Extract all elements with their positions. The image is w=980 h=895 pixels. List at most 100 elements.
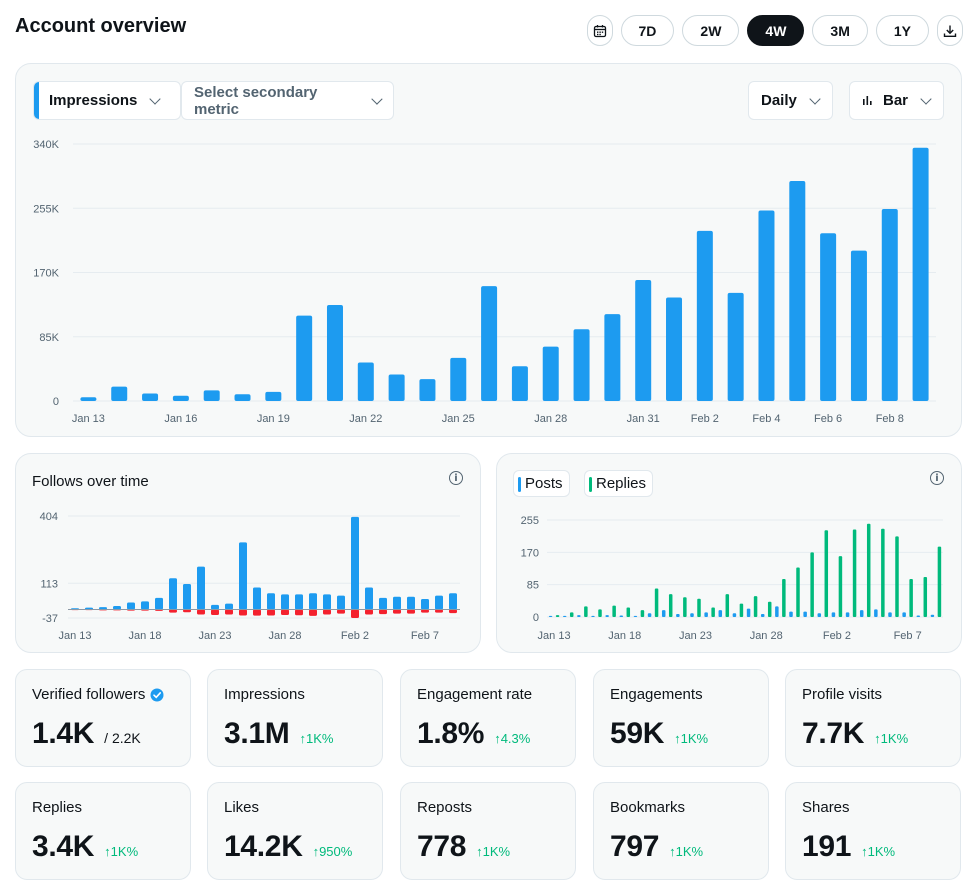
y-tick-label: 85 xyxy=(527,580,539,592)
x-tick-label: Jan 25 xyxy=(442,413,475,425)
info-icon[interactable]: i xyxy=(449,471,463,485)
secondary-metric-select[interactable]: Select secondary metric xyxy=(181,81,394,120)
stat-change: ↑1K% xyxy=(674,731,708,746)
impressions-bar xyxy=(727,292,744,401)
stat-card-engagement-rate[interactable]: Engagement rate 1.8% ↑4.3% xyxy=(400,669,576,767)
y-tick-label: 255 xyxy=(521,515,539,527)
stat-card-likes[interactable]: Likes 14.2K ↑950% xyxy=(207,782,383,880)
legend-replies-label: Replies xyxy=(596,475,647,492)
impressions-bar xyxy=(820,233,837,401)
stat-value: 797 xyxy=(610,830,660,863)
unfollows-bar xyxy=(407,609,415,614)
replies-bar xyxy=(626,607,631,617)
y-tick-label: 113 xyxy=(40,578,58,590)
replies-bar xyxy=(725,594,730,617)
stat-card-profile-visits[interactable]: Profile visits 7.7K ↑1K% xyxy=(785,669,961,767)
stat-label: Engagements xyxy=(610,686,703,703)
stat-label-text: Reposts xyxy=(417,799,473,816)
replies-bar xyxy=(824,530,829,617)
range-3m-button[interactable]: 3M xyxy=(812,15,868,46)
stat-change-value: 4.3% xyxy=(500,731,531,746)
impressions-bar xyxy=(635,280,652,401)
stat-label-text: Verified followers xyxy=(32,686,146,703)
secondary-metric-placeholder: Select secondary metric xyxy=(194,83,318,118)
range-2w-button[interactable]: 2W xyxy=(682,15,740,46)
interval-select[interactable]: Daily xyxy=(748,81,833,120)
stat-label-text: Profile visits xyxy=(802,686,883,703)
x-tick-label: Jan 22 xyxy=(349,413,382,425)
impressions-bar xyxy=(388,374,405,401)
stat-card-shares[interactable]: Shares 191 ↑1K% xyxy=(785,782,961,880)
unfollows-bar xyxy=(295,609,303,616)
posts-bar xyxy=(916,615,921,617)
legend-posts[interactable]: Posts xyxy=(513,470,570,497)
range-7d-button[interactable]: 7D xyxy=(620,15,675,46)
range-1y-button[interactable]: 1Y xyxy=(875,15,929,46)
x-tick-label: Jan 13 xyxy=(58,630,91,642)
stat-card-replies[interactable]: Replies 3.4K ↑1K% xyxy=(15,782,191,880)
unfollows-bar xyxy=(281,609,289,615)
unfollows-bar xyxy=(351,609,359,618)
legend-posts-label: Posts xyxy=(525,475,563,492)
follows-bar xyxy=(337,595,345,610)
range-4w-button[interactable]: 4W xyxy=(747,15,805,46)
arrow-up-icon: ↑ xyxy=(494,731,501,746)
download-button[interactable] xyxy=(937,15,963,46)
stat-value-row: 14.2K ↑950% xyxy=(224,830,352,864)
unfollows-bar xyxy=(225,609,233,615)
primary-metric-select[interactable]: Impressions xyxy=(33,81,181,120)
legend-replies[interactable]: Replies xyxy=(584,470,654,497)
follows-chart: -37 113 404 Jan 13 Jan 18 Jan 23 Jan 28 Feb 2 Fe… xyxy=(40,511,460,642)
unfollows-bar xyxy=(435,609,443,613)
follows-bar xyxy=(183,584,191,610)
stat-card-bookmarks[interactable]: Bookmarks 797 ↑1K% xyxy=(593,782,769,880)
page-header: Account overview 7D 2W 4W 3M 1Y xyxy=(0,0,980,60)
follows-bar xyxy=(197,566,205,610)
replies-bar xyxy=(640,610,645,617)
stat-card-impressions[interactable]: Impressions 3.1M ↑1K% xyxy=(207,669,383,767)
y-tick-label: 340K xyxy=(33,139,59,151)
follows-bar xyxy=(155,597,163,610)
chart-type-select[interactable]: Bar xyxy=(849,81,944,120)
arrow-up-icon: ↑ xyxy=(674,731,681,746)
stat-value-row: 3.1M ↑1K% xyxy=(224,717,333,751)
stat-value: 59K xyxy=(610,717,665,750)
arrow-up-icon: ↑ xyxy=(861,844,868,859)
stat-change-value: 1K% xyxy=(110,844,139,859)
stat-value-row: 1.8% ↑4.3% xyxy=(417,717,530,751)
unfollows-bar xyxy=(421,609,429,613)
replies-bar xyxy=(555,615,560,617)
stat-card-engagements[interactable]: Engagements 59K ↑1K% xyxy=(593,669,769,767)
posts-replies-chart: 0 85 170 255 Jan 13 Jan 18 Jan 23 Jan 28 Feb 2 Fe… xyxy=(521,515,943,642)
calendar-button[interactable] xyxy=(586,15,613,46)
interval-label: Daily xyxy=(761,92,797,109)
posts-bar xyxy=(732,613,737,617)
follows-bar xyxy=(309,593,317,610)
stat-card-reposts[interactable]: Reposts 778 ↑1K% xyxy=(400,782,576,880)
stat-label: Profile visits xyxy=(802,686,882,703)
unfollows-bar xyxy=(197,609,205,615)
impressions-bar xyxy=(881,209,898,401)
replies-bar xyxy=(881,528,885,617)
arrow-up-icon: ↑ xyxy=(104,844,111,859)
impressions-bar xyxy=(912,147,929,401)
posts-bar xyxy=(803,611,807,617)
stat-value-row: 1.4K / 2.2K xyxy=(32,717,141,751)
posts-bar xyxy=(690,613,694,617)
unfollows-bar xyxy=(309,609,317,616)
x-tick-label: Feb 8 xyxy=(876,413,904,425)
replies-bar xyxy=(923,577,928,617)
stat-change-value: 1K% xyxy=(482,844,511,859)
unfollows-bar xyxy=(253,609,261,616)
info-icon[interactable]: i xyxy=(930,471,944,485)
x-tick-label: Jan 13 xyxy=(72,413,105,425)
stat-change: ↑1K% xyxy=(669,844,703,859)
replies-bar xyxy=(838,556,843,617)
stat-change: ↑950% xyxy=(313,844,353,859)
stat-label: Shares xyxy=(802,799,850,816)
stat-change: ↑1K% xyxy=(104,844,138,859)
stat-card-verified-followers[interactable]: Verified followers 1.4K / 2.2K xyxy=(15,669,191,767)
replies-bar xyxy=(937,546,942,617)
x-tick-label: Jan 31 xyxy=(627,413,660,425)
x-tick-label: Feb 7 xyxy=(411,630,439,642)
